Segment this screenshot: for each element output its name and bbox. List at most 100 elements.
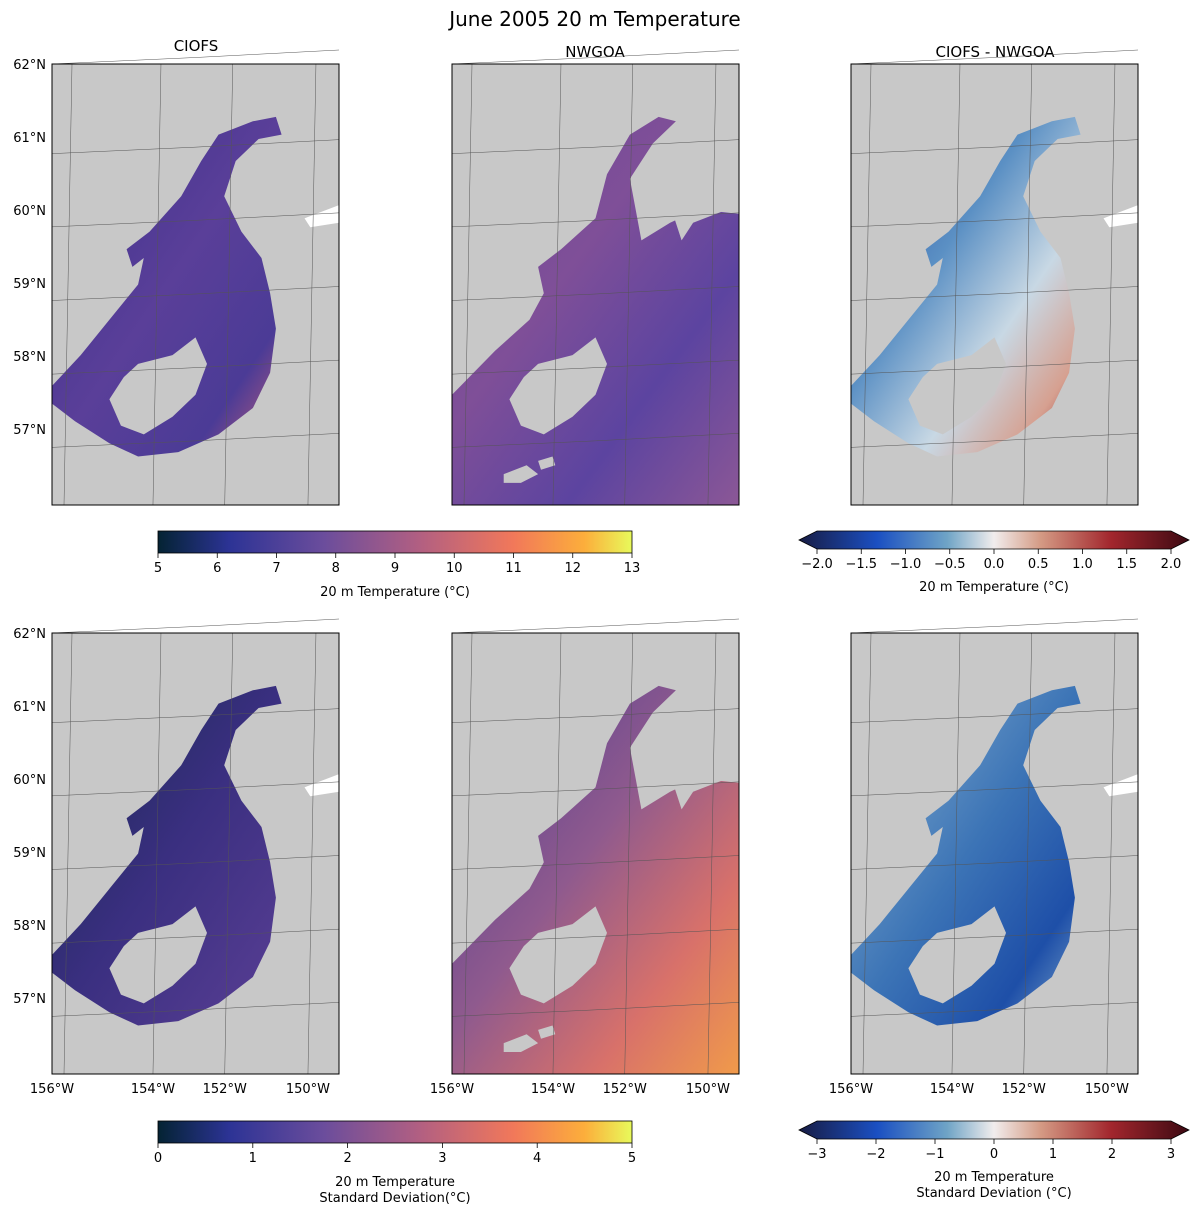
colorbar-std-difference-label-line2: Standard Deviation (°C) [916, 1186, 1071, 1201]
latitude-gridline [850, 433, 1139, 448]
longitude-gridline [951, 63, 961, 506]
longitude-label: 150°W [686, 1082, 730, 1097]
latitude-label: 59°N [13, 277, 46, 292]
latitude-gridline [850, 359, 1139, 375]
mainland [270, 64, 339, 241]
panel-difference-std: 156°W 154°W 152°W 150°W [829, 618, 1139, 1097]
small-island [503, 465, 539, 483]
colorbar-tick-label: −1 [925, 1147, 944, 1162]
latitude-gridline [51, 49, 340, 65]
colorbar-tick-label: −2 [866, 1147, 885, 1162]
colorbar-temperature-difference-label: 20 m Temperature (°C) [919, 580, 1069, 595]
latitude-label: 59°N [13, 846, 46, 861]
kodiak-island [908, 906, 1006, 1004]
mainland [670, 64, 739, 241]
longitude-gridline [224, 63, 233, 506]
longitude-gridline [63, 63, 73, 506]
longitude-gridline [463, 63, 473, 506]
colorbar-tick-label: 0 [154, 1151, 162, 1166]
latitude-label: 57°N [13, 423, 46, 438]
kodiak-island [109, 337, 207, 435]
colorbar-std-bar [157, 1120, 633, 1144]
colorbar-tick-label: 0.0 [984, 557, 1005, 572]
latitude-gridline [451, 708, 740, 723]
colorbar-tick-label: 12 [564, 561, 581, 576]
longitude-gridline [1023, 632, 1032, 1075]
longitude-gridline [707, 63, 717, 506]
latitude-gridline [51, 781, 340, 797]
panel-ciofs-temperature: 62°N 61°N 60°N 59°N 58°N 57°N [13, 49, 340, 506]
latitude-gridline [850, 855, 1139, 870]
mainland [670, 633, 739, 810]
latitude-gridline [451, 928, 740, 944]
longitude-gridline [951, 632, 961, 1075]
map-frame [451, 632, 740, 1075]
colorbar-tick-label: 0 [990, 1147, 998, 1162]
longitude-gridline [552, 632, 562, 1075]
longitude-gridline [152, 63, 162, 506]
colorbar-std-difference-bar [798, 1120, 1190, 1140]
latitude-gridline [51, 212, 340, 228]
map-frame [850, 63, 1139, 506]
latitude-label: 58°N [13, 350, 46, 365]
latitude-gridline [850, 618, 1139, 634]
longitude-gridline [624, 632, 633, 1075]
latitude-gridline [451, 286, 740, 301]
longitude-label: 154°W [131, 1082, 175, 1097]
colorbar-tick-label: 2 [1108, 1147, 1116, 1162]
small-island [937, 456, 955, 470]
colorbar-std-difference-label-line1: 20 m Temperature [934, 1170, 1054, 1185]
mainland [270, 633, 339, 810]
panel-nwgoa-temperature [451, 49, 740, 506]
colorbar-tick-label: 2 [343, 1151, 351, 1166]
colorbar-tick-label: 1 [1049, 1147, 1057, 1162]
latitude-label: 60°N [13, 773, 46, 788]
latitude-label: 58°N [13, 919, 46, 934]
column-title-nwgoa: NWGOA [565, 43, 625, 61]
latitude-gridline [850, 139, 1139, 154]
latitude-gridline [51, 928, 340, 944]
latitude-gridline [451, 212, 740, 228]
colorbar-tick-label: 1.0 [1072, 557, 1093, 572]
colorbar-tick-label: 8 [332, 561, 340, 576]
latitude-gridline [850, 1002, 1139, 1017]
longitude-gridline [307, 63, 317, 506]
latitude-gridline [451, 618, 740, 634]
column-title-difference: CIOFS - NWGOA [935, 43, 1055, 61]
colorbar-tick-label: 5 [154, 561, 162, 576]
colorbar-tick-label: −1.0 [890, 557, 922, 572]
longitude-gridline [624, 63, 633, 506]
map-frame [51, 63, 340, 506]
kodiak-island [109, 906, 207, 1004]
column-title-ciofs: CIOFS [174, 37, 219, 55]
map-frame [51, 632, 340, 1075]
longitude-gridline [1023, 63, 1032, 506]
colorbar-tick-label: 0.5 [1028, 557, 1049, 572]
latitude-gridline [850, 928, 1139, 944]
mainland [1069, 633, 1138, 810]
small-island [538, 1025, 556, 1039]
panel-difference-temperature [850, 49, 1139, 506]
longitude-gridline [152, 632, 162, 1075]
map-frame [451, 63, 740, 506]
latitude-gridline [51, 433, 340, 448]
latitude-gridline [51, 855, 340, 870]
longitude-label: 152°W [603, 1082, 647, 1097]
colorbar-tick-label: 6 [213, 561, 221, 576]
latitude-label: 57°N [13, 992, 46, 1007]
longitude-label: 156°W [829, 1082, 873, 1097]
longitude-label: 154°W [930, 1082, 974, 1097]
kodiak-island [908, 337, 1006, 435]
colorbar-tick-label: 9 [391, 561, 399, 576]
colorbar-tick-label: 2.0 [1161, 557, 1182, 572]
latitude-label: 62°N [13, 627, 46, 642]
latitude-gridline [451, 433, 740, 448]
colorbar-tick-label: −1.5 [845, 557, 877, 572]
colorbar-tick-label: −3 [807, 1147, 826, 1162]
latitude-gridline [451, 49, 740, 65]
colorbar-std-difference-ticks: −3 −2 −1 0 1 2 3 [807, 1139, 1175, 1162]
latitude-gridline [451, 1002, 740, 1017]
latitude-gridline [451, 855, 740, 870]
colorbar-temperature-ticks: 5 6 7 8 9 10 11 12 13 [154, 553, 640, 576]
